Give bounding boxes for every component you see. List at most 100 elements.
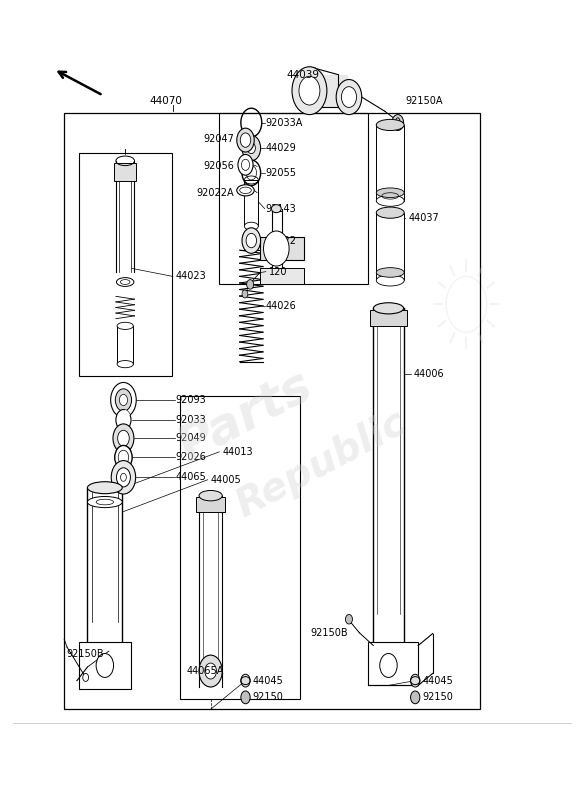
Bar bbox=[244, 180, 258, 226]
Bar bbox=[308, 74, 349, 106]
Circle shape bbox=[241, 159, 249, 170]
Circle shape bbox=[115, 389, 131, 411]
Text: 44037: 44037 bbox=[408, 214, 439, 223]
Text: 92033: 92033 bbox=[176, 415, 207, 425]
Ellipse shape bbox=[376, 119, 404, 130]
Text: 44026: 44026 bbox=[266, 301, 297, 311]
Circle shape bbox=[246, 280, 253, 289]
Text: 44070: 44070 bbox=[150, 96, 182, 106]
Circle shape bbox=[118, 450, 128, 465]
Text: 44045: 44045 bbox=[252, 676, 283, 686]
Circle shape bbox=[342, 86, 356, 107]
Circle shape bbox=[205, 663, 217, 679]
Circle shape bbox=[392, 114, 404, 130]
Circle shape bbox=[119, 394, 127, 406]
Ellipse shape bbox=[395, 118, 400, 127]
Text: Republic: Republic bbox=[230, 403, 413, 525]
Ellipse shape bbox=[117, 322, 133, 330]
Circle shape bbox=[237, 128, 254, 152]
Text: 92150: 92150 bbox=[252, 692, 283, 702]
Text: 92047: 92047 bbox=[203, 134, 234, 143]
Circle shape bbox=[411, 691, 420, 704]
Circle shape bbox=[83, 674, 89, 682]
Text: 44065: 44065 bbox=[176, 472, 207, 482]
Circle shape bbox=[246, 234, 256, 248]
Circle shape bbox=[292, 66, 327, 114]
Circle shape bbox=[242, 228, 260, 254]
Ellipse shape bbox=[244, 222, 258, 230]
Bar bbox=[64, 113, 480, 710]
Circle shape bbox=[116, 410, 131, 430]
Circle shape bbox=[336, 79, 361, 114]
Text: 92056: 92056 bbox=[203, 162, 234, 171]
Ellipse shape bbox=[88, 482, 122, 494]
Text: 44045: 44045 bbox=[423, 676, 454, 686]
Ellipse shape bbox=[376, 188, 404, 198]
Circle shape bbox=[380, 654, 397, 678]
Bar bbox=[79, 642, 131, 690]
Bar bbox=[180, 396, 300, 699]
Text: 92150B: 92150B bbox=[67, 649, 104, 658]
Bar bbox=[260, 237, 304, 261]
Circle shape bbox=[111, 461, 135, 494]
Circle shape bbox=[116, 468, 130, 487]
Circle shape bbox=[242, 290, 248, 298]
Ellipse shape bbox=[373, 302, 404, 314]
Circle shape bbox=[199, 655, 223, 687]
Text: 92093: 92093 bbox=[176, 395, 207, 405]
Ellipse shape bbox=[376, 275, 404, 286]
Circle shape bbox=[114, 446, 132, 470]
Text: 92055: 92055 bbox=[266, 168, 297, 178]
Text: 120: 120 bbox=[269, 267, 287, 278]
Circle shape bbox=[263, 231, 289, 266]
Text: 44005: 44005 bbox=[211, 474, 241, 485]
Circle shape bbox=[411, 674, 420, 687]
Text: 92150: 92150 bbox=[423, 692, 454, 702]
Text: 44023: 44023 bbox=[176, 271, 207, 282]
Bar bbox=[376, 213, 404, 281]
Ellipse shape bbox=[199, 490, 223, 501]
Wedge shape bbox=[124, 410, 130, 417]
Ellipse shape bbox=[88, 497, 122, 508]
Text: 92022: 92022 bbox=[266, 235, 297, 246]
Text: 92143: 92143 bbox=[266, 204, 297, 214]
Bar bbox=[370, 310, 406, 326]
Text: 92033A: 92033A bbox=[266, 118, 303, 127]
Circle shape bbox=[299, 76, 320, 105]
Circle shape bbox=[241, 674, 250, 687]
Circle shape bbox=[110, 382, 136, 418]
Text: 44029: 44029 bbox=[266, 143, 297, 153]
Bar bbox=[376, 125, 404, 201]
Bar bbox=[260, 269, 304, 285]
Bar bbox=[196, 498, 225, 512]
Circle shape bbox=[96, 654, 113, 678]
Ellipse shape bbox=[376, 268, 404, 278]
Text: 92022A: 92022A bbox=[196, 188, 234, 198]
Bar bbox=[114, 163, 136, 181]
Circle shape bbox=[117, 430, 129, 446]
Ellipse shape bbox=[117, 361, 133, 368]
Text: 92026: 92026 bbox=[176, 452, 207, 462]
Circle shape bbox=[240, 133, 251, 147]
Text: 44039: 44039 bbox=[286, 70, 319, 80]
Circle shape bbox=[238, 154, 253, 175]
Bar bbox=[220, 113, 367, 285]
Bar bbox=[79, 153, 172, 376]
Text: 44065A: 44065A bbox=[186, 666, 224, 676]
Circle shape bbox=[113, 424, 134, 453]
Text: 92150B: 92150B bbox=[310, 628, 348, 638]
Ellipse shape bbox=[376, 207, 404, 218]
Text: 92049: 92049 bbox=[176, 434, 207, 443]
Ellipse shape bbox=[239, 187, 251, 194]
Text: 44013: 44013 bbox=[223, 447, 253, 457]
Ellipse shape bbox=[272, 205, 281, 213]
Bar bbox=[117, 326, 133, 364]
Bar bbox=[367, 642, 418, 686]
Circle shape bbox=[242, 135, 260, 161]
Circle shape bbox=[241, 691, 250, 704]
Ellipse shape bbox=[376, 195, 404, 206]
Circle shape bbox=[247, 142, 255, 154]
Circle shape bbox=[120, 474, 126, 482]
Text: Parts: Parts bbox=[170, 361, 321, 471]
Text: 44006: 44006 bbox=[414, 370, 444, 379]
